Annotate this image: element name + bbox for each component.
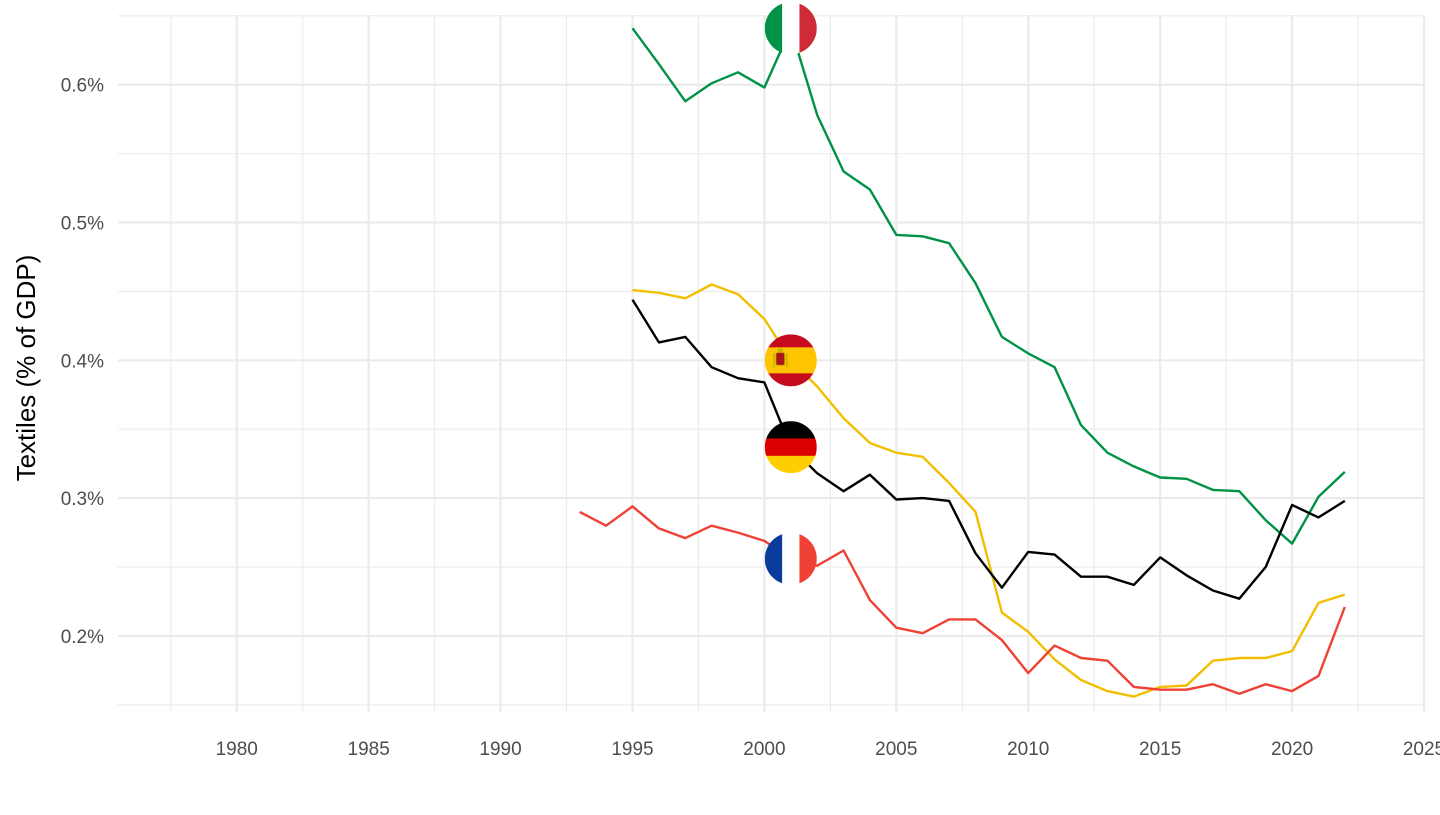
grid	[118, 15, 1426, 712]
series-line-france	[579, 505, 1346, 695]
spain-flag-icon	[764, 334, 817, 387]
italy-flag-icon	[764, 2, 817, 55]
x-tick-label: 2005	[875, 739, 917, 760]
x-tick-label: 1980	[216, 739, 258, 760]
series-line-germany	[631, 299, 1346, 600]
france-flag-icon	[764, 532, 817, 585]
x-tick-label: 2020	[1271, 739, 1313, 760]
series-lines	[579, 27, 1346, 698]
y-axis-title: Textiles (% of GDP)	[11, 255, 41, 482]
x-tick-label: 1985	[348, 739, 390, 760]
germany-flag-icon	[764, 421, 817, 474]
series-line-italy	[631, 27, 1346, 545]
x-tick-label: 2025	[1403, 739, 1440, 760]
y-tick-label: 0.3%	[61, 489, 104, 510]
y-tick-label: 0.4%	[61, 351, 104, 372]
x-tick-label: 2000	[743, 739, 785, 760]
y-tick-label: 0.5%	[61, 214, 104, 235]
tick-labels: 1980 1985 1990 1995 2000 2005 2010 2015 2020 2025…	[61, 76, 1440, 760]
x-tick-label: 2015	[1139, 739, 1181, 760]
series-line-spain	[632, 283, 1346, 698]
x-tick-label: 2010	[1007, 739, 1049, 760]
y-tick-label: 0.2%	[61, 627, 104, 648]
x-tick-label: 1990	[479, 739, 521, 760]
y-tick-label: 0.6%	[61, 76, 104, 97]
x-tick-label: 1995	[611, 739, 653, 760]
